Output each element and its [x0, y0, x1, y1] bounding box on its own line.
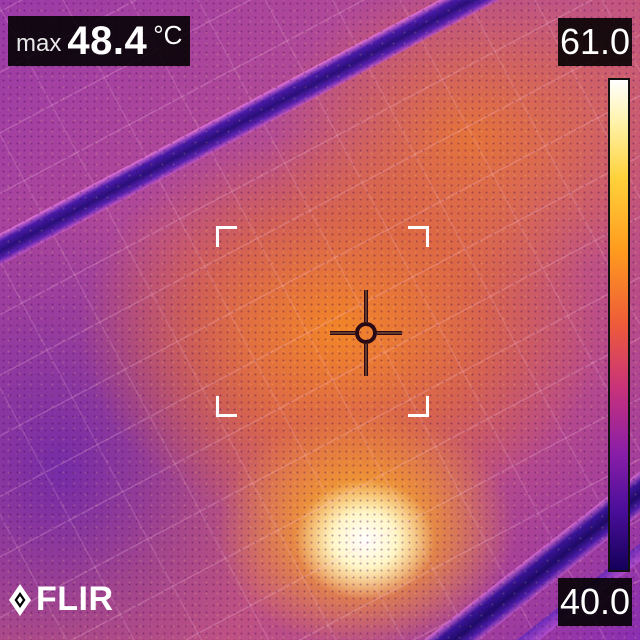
flir-diamond-icon: [9, 583, 31, 616]
scale-min-label: 40.0: [558, 578, 632, 626]
color-scale-bar: [608, 78, 630, 572]
spot-crosshair-icon: [330, 290, 402, 376]
max-temperature-value: 48.4: [67, 18, 148, 63]
measurement-box-corner-top-left: [216, 226, 237, 247]
max-temperature-readout: max 48.4 °C: [8, 16, 191, 66]
measurement-box-corner-bottom-left: [216, 396, 237, 417]
max-label: max: [16, 30, 62, 57]
flir-logo-text: FLIR: [36, 580, 114, 618]
temperature-unit: °C: [153, 20, 183, 50]
scale-max-label: 61.0: [558, 18, 632, 66]
measurement-box-corner-top-right: [408, 226, 429, 247]
measurement-box-corner-bottom-right: [408, 396, 429, 417]
flir-logo: FLIR: [8, 580, 114, 619]
